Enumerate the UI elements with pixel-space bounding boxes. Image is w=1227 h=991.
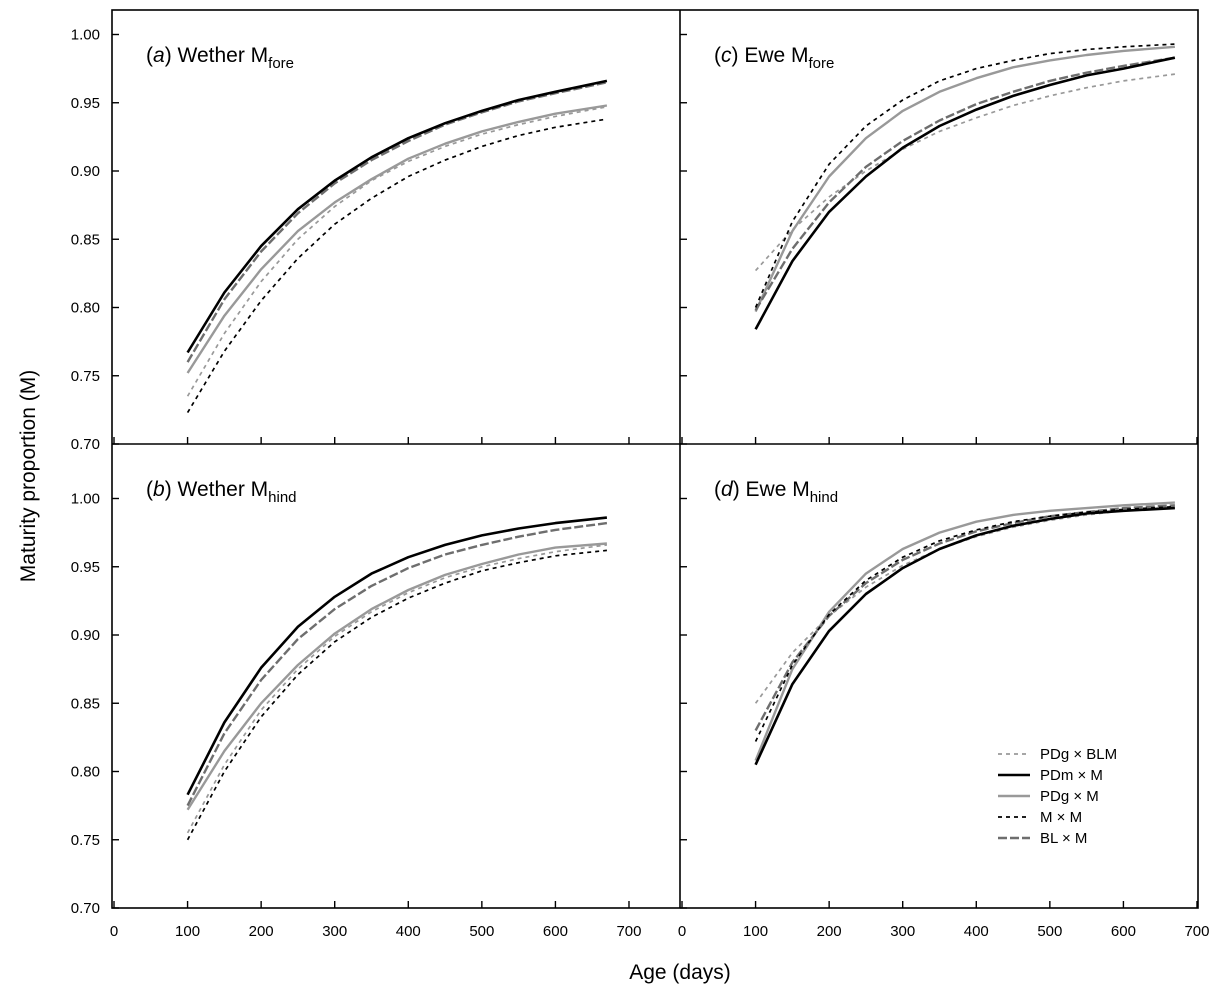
y-tick-label: 0.80: [71, 764, 100, 781]
panel-title-a: (a) Wether Mfore: [146, 44, 294, 72]
series-line-pdg-m: [186, 104, 608, 374]
panel-d: [754, 501, 1175, 766]
y-tick-label: 0.95: [71, 559, 100, 576]
x-tick-label: 500: [1037, 923, 1062, 940]
y-tick-label: 0.90: [71, 627, 100, 644]
y-tick-label: 1.00: [71, 491, 100, 508]
legend-label: PDg × BLM: [1040, 746, 1117, 763]
series-line-m-m: [754, 505, 1175, 742]
y-tick-label: 0.80: [71, 300, 100, 317]
x-tick-label: 100: [175, 923, 200, 940]
x-tick-label: 400: [964, 923, 989, 940]
series-line-pdm-m: [754, 56, 1176, 330]
y-tick-label: 1.00: [71, 27, 100, 44]
series-line-bl-m: [186, 521, 608, 807]
series-line-m-m: [186, 549, 607, 841]
y-tick-label: 0.90: [71, 163, 100, 180]
series-line-pdg-m: [754, 45, 1175, 313]
y-axis-title: Maturity proportion (M): [17, 370, 40, 582]
series-line-pdg-blm: [754, 73, 1176, 272]
x-tick-label: 200: [249, 923, 274, 940]
series-line-bl-m: [186, 81, 608, 363]
x-tick-label: 600: [543, 923, 568, 940]
plot-frame: [111, 9, 1199, 909]
x-tick-label: 700: [616, 923, 641, 940]
y-tick-label: 0.70: [71, 900, 100, 917]
x-tick-label: 0: [110, 923, 118, 940]
x-tick-label: 300: [890, 923, 915, 940]
legend: PDg × BLM PDm × M PDg × M M × M BL × M: [998, 746, 1117, 847]
series-line-pdm-m: [754, 506, 1175, 766]
panel-a: [186, 79, 608, 414]
legend-label: PDg × M: [1040, 788, 1099, 805]
panel-title-b: (b) Wether Mhind: [146, 478, 297, 506]
y-tick-label: 0.75: [71, 368, 100, 385]
panel-title-d: (d) Ewe Mhind: [714, 478, 838, 506]
series-line-pdm-m: [186, 79, 608, 354]
series-line-pdm-m: [186, 516, 608, 796]
x-tick-label: 700: [1184, 923, 1209, 940]
x-tick-label: 0: [678, 923, 686, 940]
x-tick-label: 200: [817, 923, 842, 940]
series-layer: [186, 43, 1176, 841]
series-line-pdg-m: [754, 501, 1175, 762]
panel-frames: [111, 9, 1199, 909]
series-line-m-m: [754, 43, 1175, 308]
y-tick-label: 0.85: [71, 231, 100, 248]
series-line-pdg-blm: [186, 544, 608, 834]
panel-title-c: (c) Ewe Mfore: [714, 44, 834, 72]
panel-c: [754, 43, 1176, 330]
legend-label: PDm × M: [1040, 767, 1103, 784]
x-tick-label: 100: [743, 923, 768, 940]
x-tick-label: 400: [396, 923, 421, 940]
x-tick-label: 500: [469, 923, 494, 940]
legend-label: BL × M: [1040, 830, 1087, 847]
y-tick-label: 0.75: [71, 832, 100, 849]
x-axis-title: Age (days): [629, 961, 731, 984]
axis-ticks: 0.75 0.80 0.85 0.90 0.95 1.00 0.70 0.75 0.80 0.85…: [71, 27, 1210, 941]
series-line-m-m: [186, 118, 608, 414]
panel-b: [186, 516, 608, 841]
series-line-pdg-m: [186, 542, 607, 811]
series-line-pdg-blm: [186, 105, 608, 397]
y-tick-label: 0.85: [71, 695, 100, 712]
x-tick-label: 600: [1111, 923, 1136, 940]
y-tick-label: 0.95: [71, 95, 100, 112]
x-tick-label: 300: [322, 923, 347, 940]
panel-titles: (a) Wether Mfore (c) Ewe Mfore (b) Wether …: [146, 44, 838, 506]
y-tick-label: 0.70: [71, 436, 100, 453]
legend-label: M × M: [1040, 809, 1082, 826]
series-line-bl-m: [754, 56, 1176, 311]
